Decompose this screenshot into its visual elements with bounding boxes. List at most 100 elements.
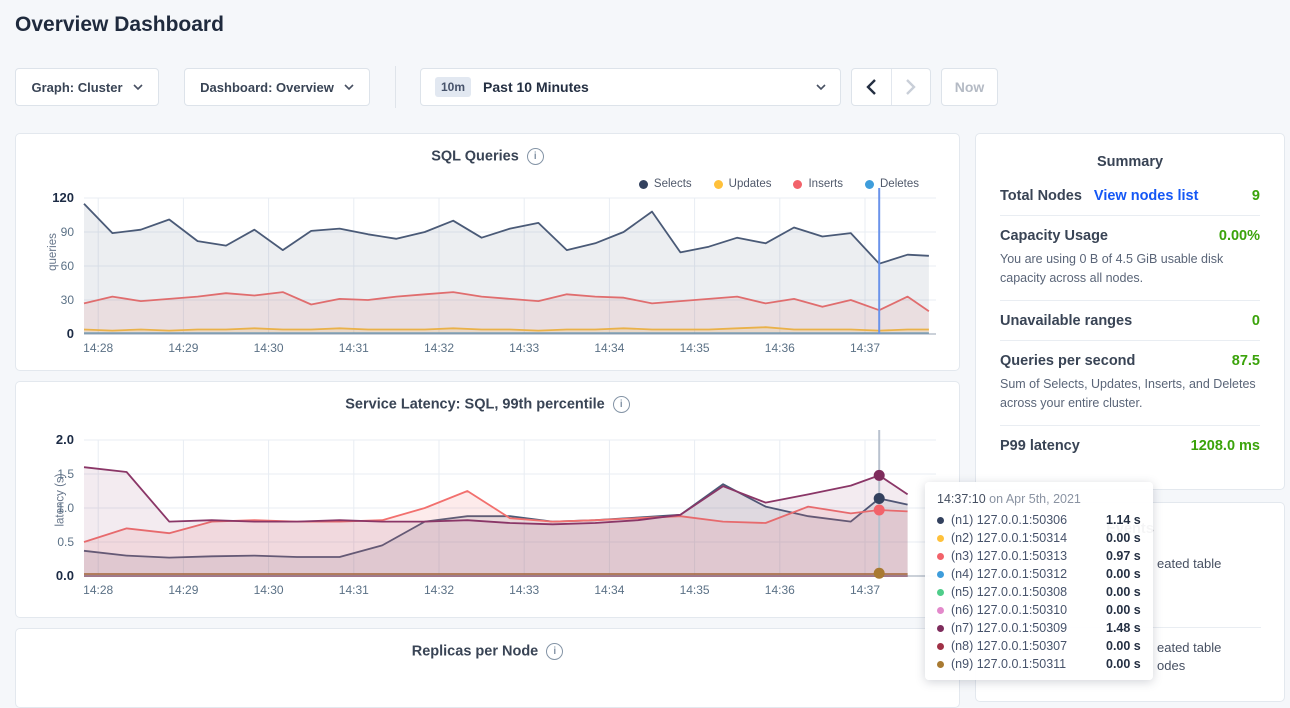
summary-row-unavailable-ranges: Unavailable ranges 0 [1000,299,1260,340]
event-text-fragment: odes [1157,658,1186,673]
tooltip-row: (n9) 127.0.0.1:50311 0.00 s [937,655,1141,673]
dashboard-dropdown-label: Dashboard: Overview [200,79,334,95]
chart-title-text: SQL Queries [431,148,519,165]
svg-text:1.0: 1.0 [57,501,74,515]
svg-text:14:33: 14:33 [509,583,539,597]
p99-latency-value: 1208.0 ms [1190,437,1260,454]
svg-text:14:29: 14:29 [168,341,198,355]
total-nodes-value: 9 [1251,188,1260,204]
node-address: (n2) 127.0.0.1:50314 [951,531,1068,545]
legend-dot [793,179,803,189]
svg-text:14:36: 14:36 [765,341,795,355]
view-nodes-list-link[interactable]: View nodes list [1093,188,1199,204]
legend-item-deletes[interactable]: Deletes [865,178,919,190]
graph-dropdown-label: Graph: Cluster [31,79,123,95]
tooltip-row: (n1) 127.0.0.1:50306 1.14 s [937,511,1141,529]
legend-dot [638,179,648,189]
node-color-dot [937,606,944,614]
time-range-badge: 10m [435,77,472,97]
node-latency-value: 0.00 s [1106,657,1141,671]
node-address: (n9) 127.0.0.1:50311 [951,657,1067,671]
svg-text:14:28: 14:28 [83,341,113,355]
tooltip-row: (n4) 127.0.0.1:50312 0.00 s [937,565,1141,583]
node-address: (n5) 127.0.0.1:50308 [951,585,1068,599]
svg-text:14:31: 14:31 [339,583,369,597]
chevron-down-icon [344,84,354,91]
legend-item-updates[interactable]: Updates [713,178,771,190]
svg-text:14:37: 14:37 [850,583,880,597]
now-button[interactable]: Now [941,68,998,106]
chevron-down-icon [132,84,143,91]
sql-queries-title: SQL Queries i [16,148,959,165]
info-icon[interactable]: i [612,396,630,413]
legend-item-inserts[interactable]: Inserts [793,178,843,190]
chart-title-text: Replicas per Node [411,643,539,660]
node-address: (n6) 127.0.0.1:50310 [951,603,1068,617]
svg-text:14:28: 14:28 [83,583,113,597]
qps-desc: Sum of Selects, Updates, Inserts, and De… [1000,376,1256,411]
chart-title-text: Service Latency: SQL, 99th percentile [345,396,605,413]
svg-text:1.5: 1.5 [57,467,74,481]
tooltip-row: (n2) 127.0.0.1:50314 0.00 s [937,529,1141,547]
legend-dot [865,179,874,189]
node-color-dot [937,660,944,668]
legend-dot [713,179,723,189]
time-range-picker[interactable]: 10m Past 10 Minutes [420,68,841,106]
svg-text:0.0: 0.0 [56,568,74,583]
svg-text:14:35: 14:35 [680,583,710,597]
node-address: (n3) 127.0.0.1:50313 [951,549,1068,563]
next-time-button[interactable] [892,69,931,105]
svg-text:14:29: 14:29 [168,583,198,597]
svg-text:0.5: 0.5 [57,535,74,549]
svg-text:14:33: 14:33 [509,341,539,355]
node-color-dot [937,570,944,578]
node-latency-value: 0.97 s [1106,549,1141,563]
node-latency-value: 0.00 s [1106,531,1141,545]
node-color-dot [937,642,944,650]
node-color-dot [937,552,944,560]
summary-panel: Summary Total Nodes View nodes list 9 Ca… [975,133,1285,490]
svg-text:14:32: 14:32 [424,341,454,355]
time-range-label: Past 10 Minutes [483,79,589,95]
graph-scope-dropdown[interactable]: Graph: Cluster [15,68,159,106]
page-title: Overview Dashboard [15,13,224,36]
summary-row-capacity: Capacity Usage 0.00% You are using 0 B o… [1000,215,1260,300]
event-text-fragment: eated table [1157,556,1222,571]
node-latency-value: 0.00 s [1106,585,1141,599]
prev-time-button[interactable] [852,69,892,105]
info-icon[interactable]: i [546,643,564,660]
svg-text:14:37: 14:37 [850,341,880,355]
svg-text:14:35: 14:35 [680,341,710,355]
now-button-label: Now [954,79,985,95]
info-icon[interactable]: i [526,148,544,165]
replicas-per-node-title: Replicas per Node i [16,643,959,660]
node-address: (n1) 127.0.0.1:50306 [951,513,1068,527]
tooltip-row: (n7) 127.0.0.1:50309 1.48 s [937,619,1141,637]
svg-text:120: 120 [52,190,74,205]
sql-queries-card: SQL Queries i Selects Updates Inserts Del… [15,133,960,371]
service-latency-chart[interactable]: 0.0 0.5 1.0 1.5 2.0 14:28 14:29 14:30 14:31 14:32… [16,426,961,611]
node-color-dot [937,516,944,524]
service-latency-title: Service Latency: SQL, 99th percentile i [16,396,959,413]
chart-hover-tooltip: 14:37:10 on Apr 5th, 2021 (n1) 127.0.0.1… [925,482,1153,680]
node-color-dot [937,624,944,632]
overview-dashboard-page: Overview Dashboard Graph: Cluster Dashbo… [15,13,1285,708]
node-latency-value: 1.14 s [1106,513,1141,527]
svg-text:14:30: 14:30 [254,583,284,597]
summary-title: Summary [1096,154,1164,170]
node-latency-value: 0.00 s [1106,567,1141,581]
dashboard-dropdown[interactable]: Dashboard: Overview [184,68,370,106]
tooltip-row: (n3) 127.0.0.1:50313 0.97 s [937,547,1141,565]
svg-text:14:36: 14:36 [765,583,795,597]
node-address: (n8) 127.0.0.1:50307 [951,639,1068,653]
chevron-right-icon [906,79,916,95]
legend-item-selects[interactable]: Selects [638,178,692,190]
summary-row-total-nodes: Total Nodes View nodes list 9 [1000,188,1260,204]
tooltip-row: (n8) 127.0.0.1:50307 0.00 s [937,637,1141,655]
node-latency-value: 1.48 s [1106,621,1141,635]
node-address: (n7) 127.0.0.1:50309 [951,621,1068,635]
tooltip-timestamp: 14:37:10 on Apr 5th, 2021 [937,492,1081,506]
capacity-usage-desc: You are using 0 B of 4.5 GiB usable disk… [1000,252,1224,286]
sql-queries-chart[interactable]: 0 30 60 90 120 14:28 14:29 14:30 14:31 14:32 14:33… [16,184,961,369]
unavailable-ranges-value: 0 [1251,312,1260,329]
